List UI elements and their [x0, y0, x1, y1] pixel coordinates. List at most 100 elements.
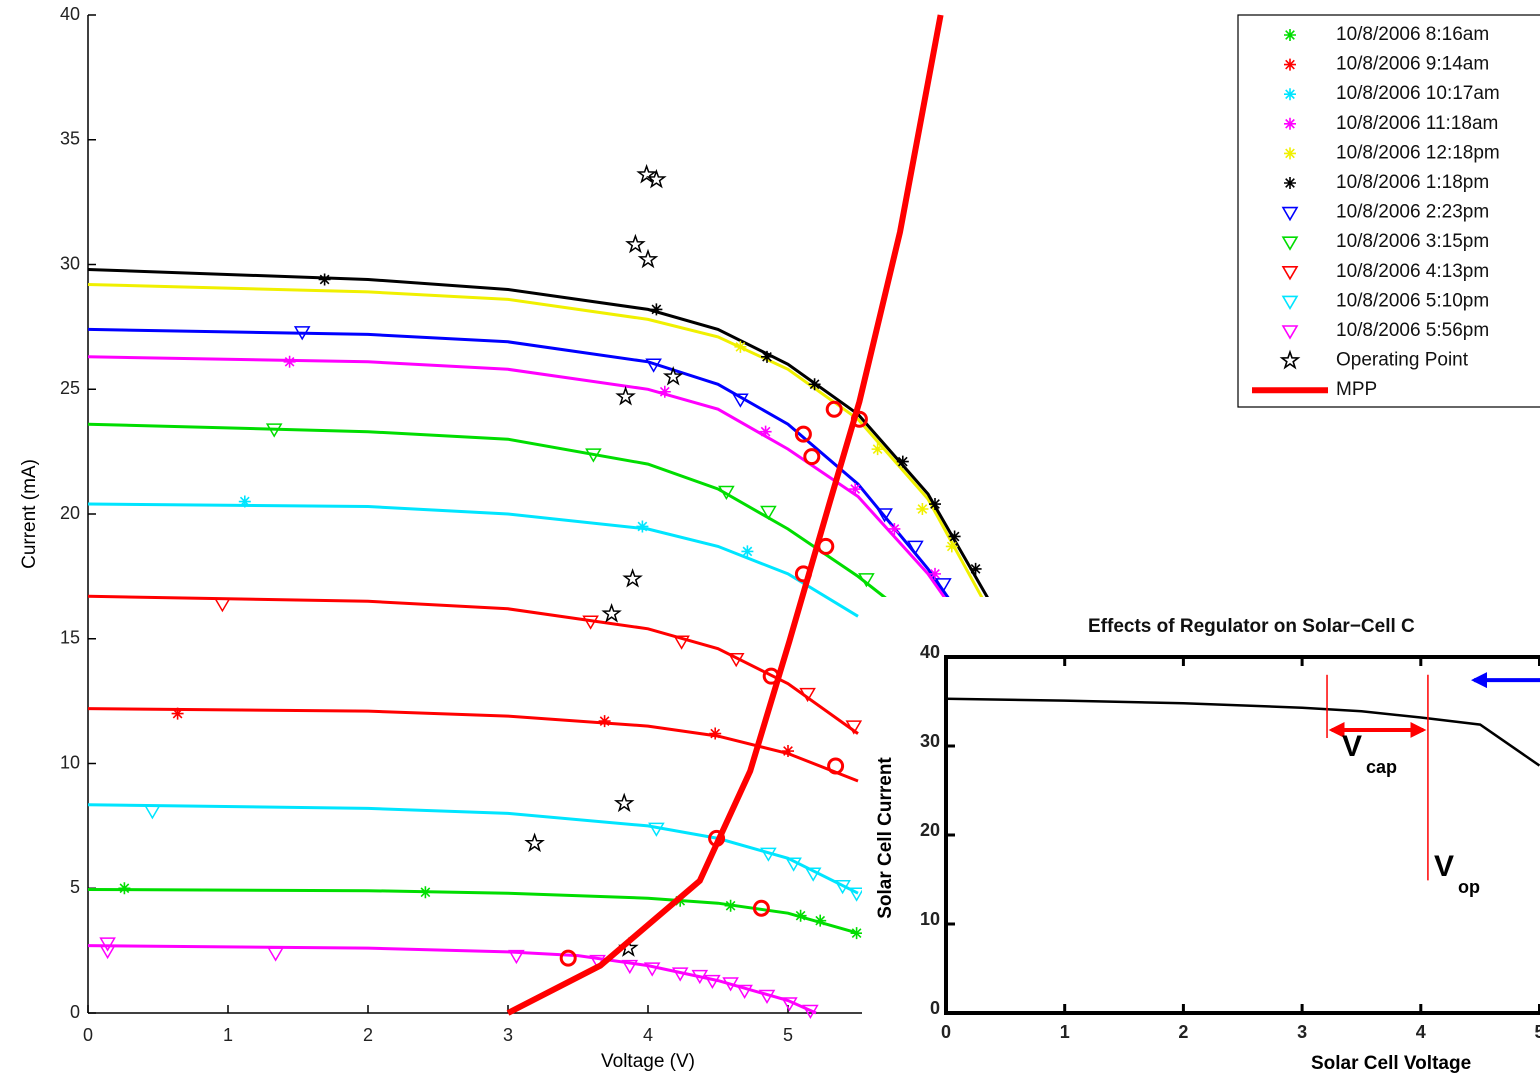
data-point	[741, 545, 754, 558]
data-point	[794, 909, 807, 922]
data-point	[636, 163, 657, 184]
data-point	[850, 927, 863, 940]
data-point	[935, 578, 952, 593]
data-point	[265, 423, 283, 438]
data-point	[929, 498, 941, 511]
legend-label: 10/8/2006 5:10pm	[1336, 290, 1489, 311]
legend-swatch	[1284, 147, 1296, 160]
data-point	[171, 707, 184, 720]
data-point	[724, 899, 737, 912]
data-point	[808, 378, 821, 391]
x-axis-label: Solar Cell Voltage	[1311, 1053, 1471, 1074]
data-point	[643, 962, 661, 977]
mpp-point	[708, 829, 726, 847]
y-tick-label: 0	[930, 998, 940, 1018]
inset-background	[862, 597, 1540, 1076]
legend-label: 10/8/2006 12:18pm	[1336, 142, 1500, 163]
data-point	[848, 887, 865, 902]
fit-curve	[87, 283, 986, 603]
fit-curve	[87, 327, 958, 610]
y-tick-label: 5	[70, 877, 80, 897]
y-tick-label: 35	[60, 129, 80, 149]
data-point	[238, 495, 251, 508]
data-point	[718, 485, 735, 501]
data-point	[673, 635, 690, 650]
fit-curve	[87, 944, 817, 1015]
data-point	[896, 455, 909, 468]
data-point	[834, 880, 851, 895]
mpp-point	[803, 448, 821, 466]
x-tick-label: 3	[1297, 1022, 1307, 1042]
data-point	[293, 326, 311, 341]
data-point	[845, 720, 863, 735]
x-tick-label: 0	[83, 1025, 93, 1045]
y-axis-label: Solar Cell Current	[875, 757, 896, 919]
data-point	[658, 385, 671, 398]
data-point	[214, 598, 231, 613]
legend-swatch	[1281, 266, 1299, 281]
data-point	[948, 530, 961, 543]
data-point	[907, 540, 924, 555]
legend-label: 10/8/2006 5:56pm	[1336, 320, 1489, 341]
x-tick-label: 5	[1534, 1022, 1540, 1042]
y-tick-label: 20	[60, 503, 80, 523]
data-point	[691, 969, 709, 985]
x-tick-label: 4	[643, 1025, 653, 1045]
data-point	[650, 303, 663, 316]
data-point	[758, 989, 776, 1005]
data-point	[419, 886, 432, 899]
legend-label: Operating Point	[1336, 350, 1469, 371]
x-tick-label: 2	[1178, 1022, 1188, 1042]
data-point	[318, 273, 331, 286]
data-point	[645, 358, 662, 373]
data-point	[871, 443, 884, 456]
annotation-subscript: cap	[1366, 757, 1397, 777]
data-point	[622, 568, 643, 588]
data-point	[732, 393, 749, 408]
x-tick-label: 5	[783, 1025, 793, 1045]
data-point	[99, 937, 116, 952]
data-point	[804, 867, 822, 882]
data-point	[781, 997, 798, 1012]
data-point	[625, 233, 646, 254]
data-point	[582, 615, 599, 630]
fit-curve	[87, 707, 859, 783]
data-point	[118, 882, 131, 895]
legend-label: 10/8/2006 8:16am	[1336, 24, 1489, 45]
data-point	[814, 914, 827, 927]
data-point	[858, 573, 875, 588]
y-tick-label: 15	[60, 628, 80, 648]
data-point	[969, 562, 982, 575]
data-point	[508, 949, 525, 965]
fit-curve	[87, 803, 859, 895]
x-tick-label: 0	[941, 1022, 951, 1042]
data-point	[785, 857, 802, 872]
legend-swatch	[1284, 29, 1296, 41]
data-point	[671, 967, 689, 982]
data-point	[709, 727, 722, 740]
data-point	[929, 567, 941, 580]
data-point	[727, 652, 745, 668]
data-point	[646, 168, 667, 189]
data-point	[734, 340, 747, 353]
inset-plot: Effects of Regulator on Solar−Cell C Vcap…	[862, 597, 1540, 1076]
data-point	[524, 832, 545, 853]
legend-swatch	[1281, 325, 1299, 340]
y-tick-label: 20	[920, 820, 940, 840]
fit-curve	[87, 355, 958, 615]
x-tick-label: 4	[1416, 1022, 1426, 1042]
x-tick-label: 2	[363, 1025, 373, 1045]
legend-swatch	[1284, 117, 1296, 130]
mpp-point	[794, 565, 812, 583]
data-point	[601, 603, 622, 623]
legend-swatch	[1284, 177, 1296, 189]
y-tick-label: 10	[60, 752, 80, 772]
legend-swatch	[1279, 349, 1301, 370]
line	[945, 697, 1540, 767]
legend: 10/8/2006 8:16am 10/8/2006 9:14am 10/8/200…	[1237, 14, 1540, 408]
legend-label: 10/8/2006 10:17am	[1336, 83, 1500, 104]
y-tick-label: 25	[60, 378, 80, 398]
legend-label: 10/8/2006 11:18am	[1336, 113, 1498, 134]
fit-curve	[87, 888, 859, 935]
